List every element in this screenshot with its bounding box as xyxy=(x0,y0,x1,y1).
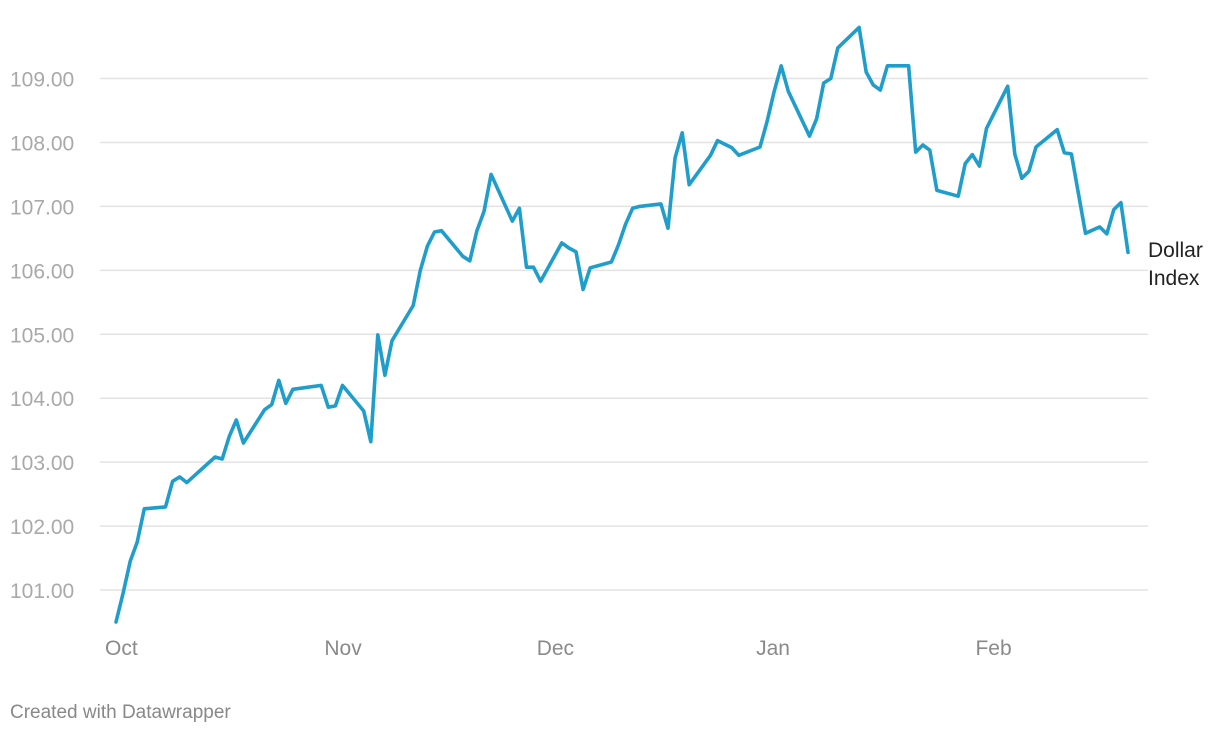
series-layer: Dollar Index xyxy=(114,25,1203,624)
credit-text: Created with Datawrapper xyxy=(10,702,231,723)
x-tick-label: Feb xyxy=(975,637,1011,660)
y-tick-label: 106.00 xyxy=(10,260,74,283)
series-label-line: Index xyxy=(1148,267,1200,290)
y-tick-label: 103.00 xyxy=(10,452,74,475)
x-tick-label: Jan xyxy=(756,637,790,660)
series-label: Dollar Index xyxy=(1148,239,1203,290)
x-tick-label: Dec xyxy=(537,637,574,660)
series-line-dollar-index xyxy=(114,25,1130,624)
y-tick-label: 104.00 xyxy=(10,388,74,411)
series-label-line: Dollar xyxy=(1148,239,1203,262)
y-tick-label: 101.00 xyxy=(10,580,74,603)
y-tick-label: 107.00 xyxy=(10,196,74,219)
x-tick-label: Oct xyxy=(105,637,138,660)
y-axis-ticks: 101.00 102.00 103.00 104.00 105.00 106.00 107.… xyxy=(10,69,74,603)
y-tick-label: 105.00 xyxy=(10,324,74,347)
gridlines xyxy=(100,77,1148,591)
y-tick-label: 108.00 xyxy=(10,132,74,155)
x-axis-ticks: Oct Nov Dec Jan Feb xyxy=(105,637,1012,660)
x-tick-label: Nov xyxy=(324,637,362,660)
y-tick-label: 109.00 xyxy=(10,69,74,92)
y-tick-label: 102.00 xyxy=(10,516,74,539)
